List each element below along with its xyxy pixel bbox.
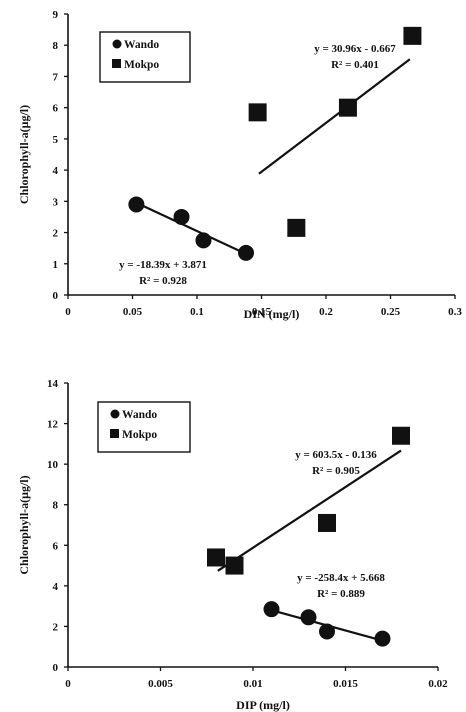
trendline-wando	[132, 200, 250, 257]
legend-marker-square	[112, 59, 121, 68]
y-axis-title: Chlorophyll-a(μg/l)	[17, 105, 31, 204]
legend-box	[97, 401, 191, 453]
x-tick-label: 0.1	[190, 306, 204, 318]
point-mokpo	[207, 548, 225, 567]
y-tick-label: 8	[53, 500, 59, 512]
point-mokpo	[248, 103, 267, 122]
y-tick-label: 2	[53, 621, 59, 633]
legend-label: Wando	[124, 39, 159, 51]
trendline-mokpo	[258, 58, 411, 175]
x-tick-label: 0.05	[123, 306, 143, 318]
trend-equation: y = -18.39x + 3.871	[119, 259, 207, 271]
r-squared-label: R² = 0.905	[312, 465, 360, 477]
r-squared-label: R² = 0.401	[331, 59, 379, 71]
y-tick-label: 10	[47, 459, 59, 471]
x-tick-label: 0.01	[243, 678, 262, 690]
din-scatter-chart: 0 1 2 3 4 5 6 7 8 9 0 0.05 0.1 0.15 0.2 0.25 0.3 DIN (mg/…	[17, 9, 462, 321]
y-tick-label: 0	[53, 290, 59, 302]
x-tick-label: 0.02	[428, 678, 448, 690]
x-tick-label: 0.015	[333, 678, 358, 690]
legend-marker-circle	[112, 39, 122, 49]
y-tick-label: 9	[53, 9, 59, 21]
y-tick-label: 7	[53, 71, 59, 83]
point-wando	[195, 232, 212, 249]
y-tick-label: 1	[53, 259, 59, 271]
point-wando	[128, 196, 145, 213]
y-tick-label: 14	[47, 378, 59, 390]
point-wando	[300, 609, 317, 626]
point-mokpo	[225, 556, 244, 575]
point-wando	[319, 623, 335, 640]
y-tick-label: 2	[53, 228, 59, 240]
y-tick-label: 6	[53, 103, 59, 115]
y-axis-title: Chlorophyll-a(μg/l)	[17, 475, 31, 574]
y-tick-label: 6	[53, 540, 59, 552]
y-tick-label: 4	[53, 581, 59, 593]
point-mokpo	[318, 513, 336, 532]
point-wando	[374, 630, 391, 647]
point-wando	[238, 244, 255, 261]
point-mokpo	[392, 426, 410, 445]
trend-equation: y = -258.4x + 5.668	[297, 572, 385, 584]
y-tick-label: 4	[53, 165, 59, 177]
x-tick-label: 0.25	[381, 306, 401, 318]
point-mokpo	[338, 98, 357, 117]
point-mokpo	[287, 218, 306, 237]
r-squared-label: R² = 0.928	[139, 275, 187, 287]
x-tick-label: 0.3	[448, 306, 462, 318]
legend-marker-circle	[110, 409, 120, 419]
trendline-mokpo	[217, 449, 402, 572]
legend-label: Wando	[122, 409, 157, 421]
x-tick-label: 0	[65, 678, 71, 690]
dip-scatter-chart: 0 2 4 6 8 10 12 14 0 0.005 0.01 0.015 0.02 DIP (mg/l)…	[17, 378, 448, 712]
legend-label: Mokpo	[124, 59, 159, 71]
x-tick-label: 0.2	[319, 306, 333, 318]
x-tick-label: 0.005	[148, 678, 173, 690]
trend-equation: y = 603.5x - 0.136	[295, 449, 377, 461]
x-axis-title: DIP (mg/l)	[236, 698, 290, 712]
x-tick-label: 0.15	[252, 306, 272, 318]
legend-box	[99, 31, 191, 83]
y-tick-label: 0	[53, 662, 59, 674]
point-wando	[173, 208, 190, 225]
point-mokpo	[403, 26, 422, 45]
legend-marker-square	[110, 429, 119, 438]
point-wando	[263, 601, 280, 618]
x-tick-label: 0	[65, 306, 71, 318]
r-squared-label: R² = 0.889	[317, 588, 365, 600]
y-tick-label: 3	[53, 196, 59, 208]
y-tick-label: 5	[53, 134, 59, 146]
legend-label: Mokpo	[122, 429, 157, 441]
y-tick-label: 8	[53, 40, 59, 52]
x-axis-title: DIN (mg/l)	[244, 307, 300, 321]
y-tick-label: 12	[47, 419, 59, 431]
trend-equation: y = 30.96x - 0.667	[314, 43, 396, 55]
